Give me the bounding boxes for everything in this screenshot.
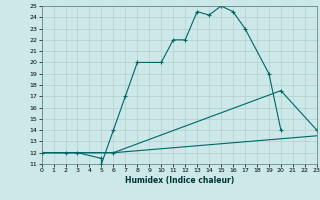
X-axis label: Humidex (Indice chaleur): Humidex (Indice chaleur): [124, 176, 234, 185]
